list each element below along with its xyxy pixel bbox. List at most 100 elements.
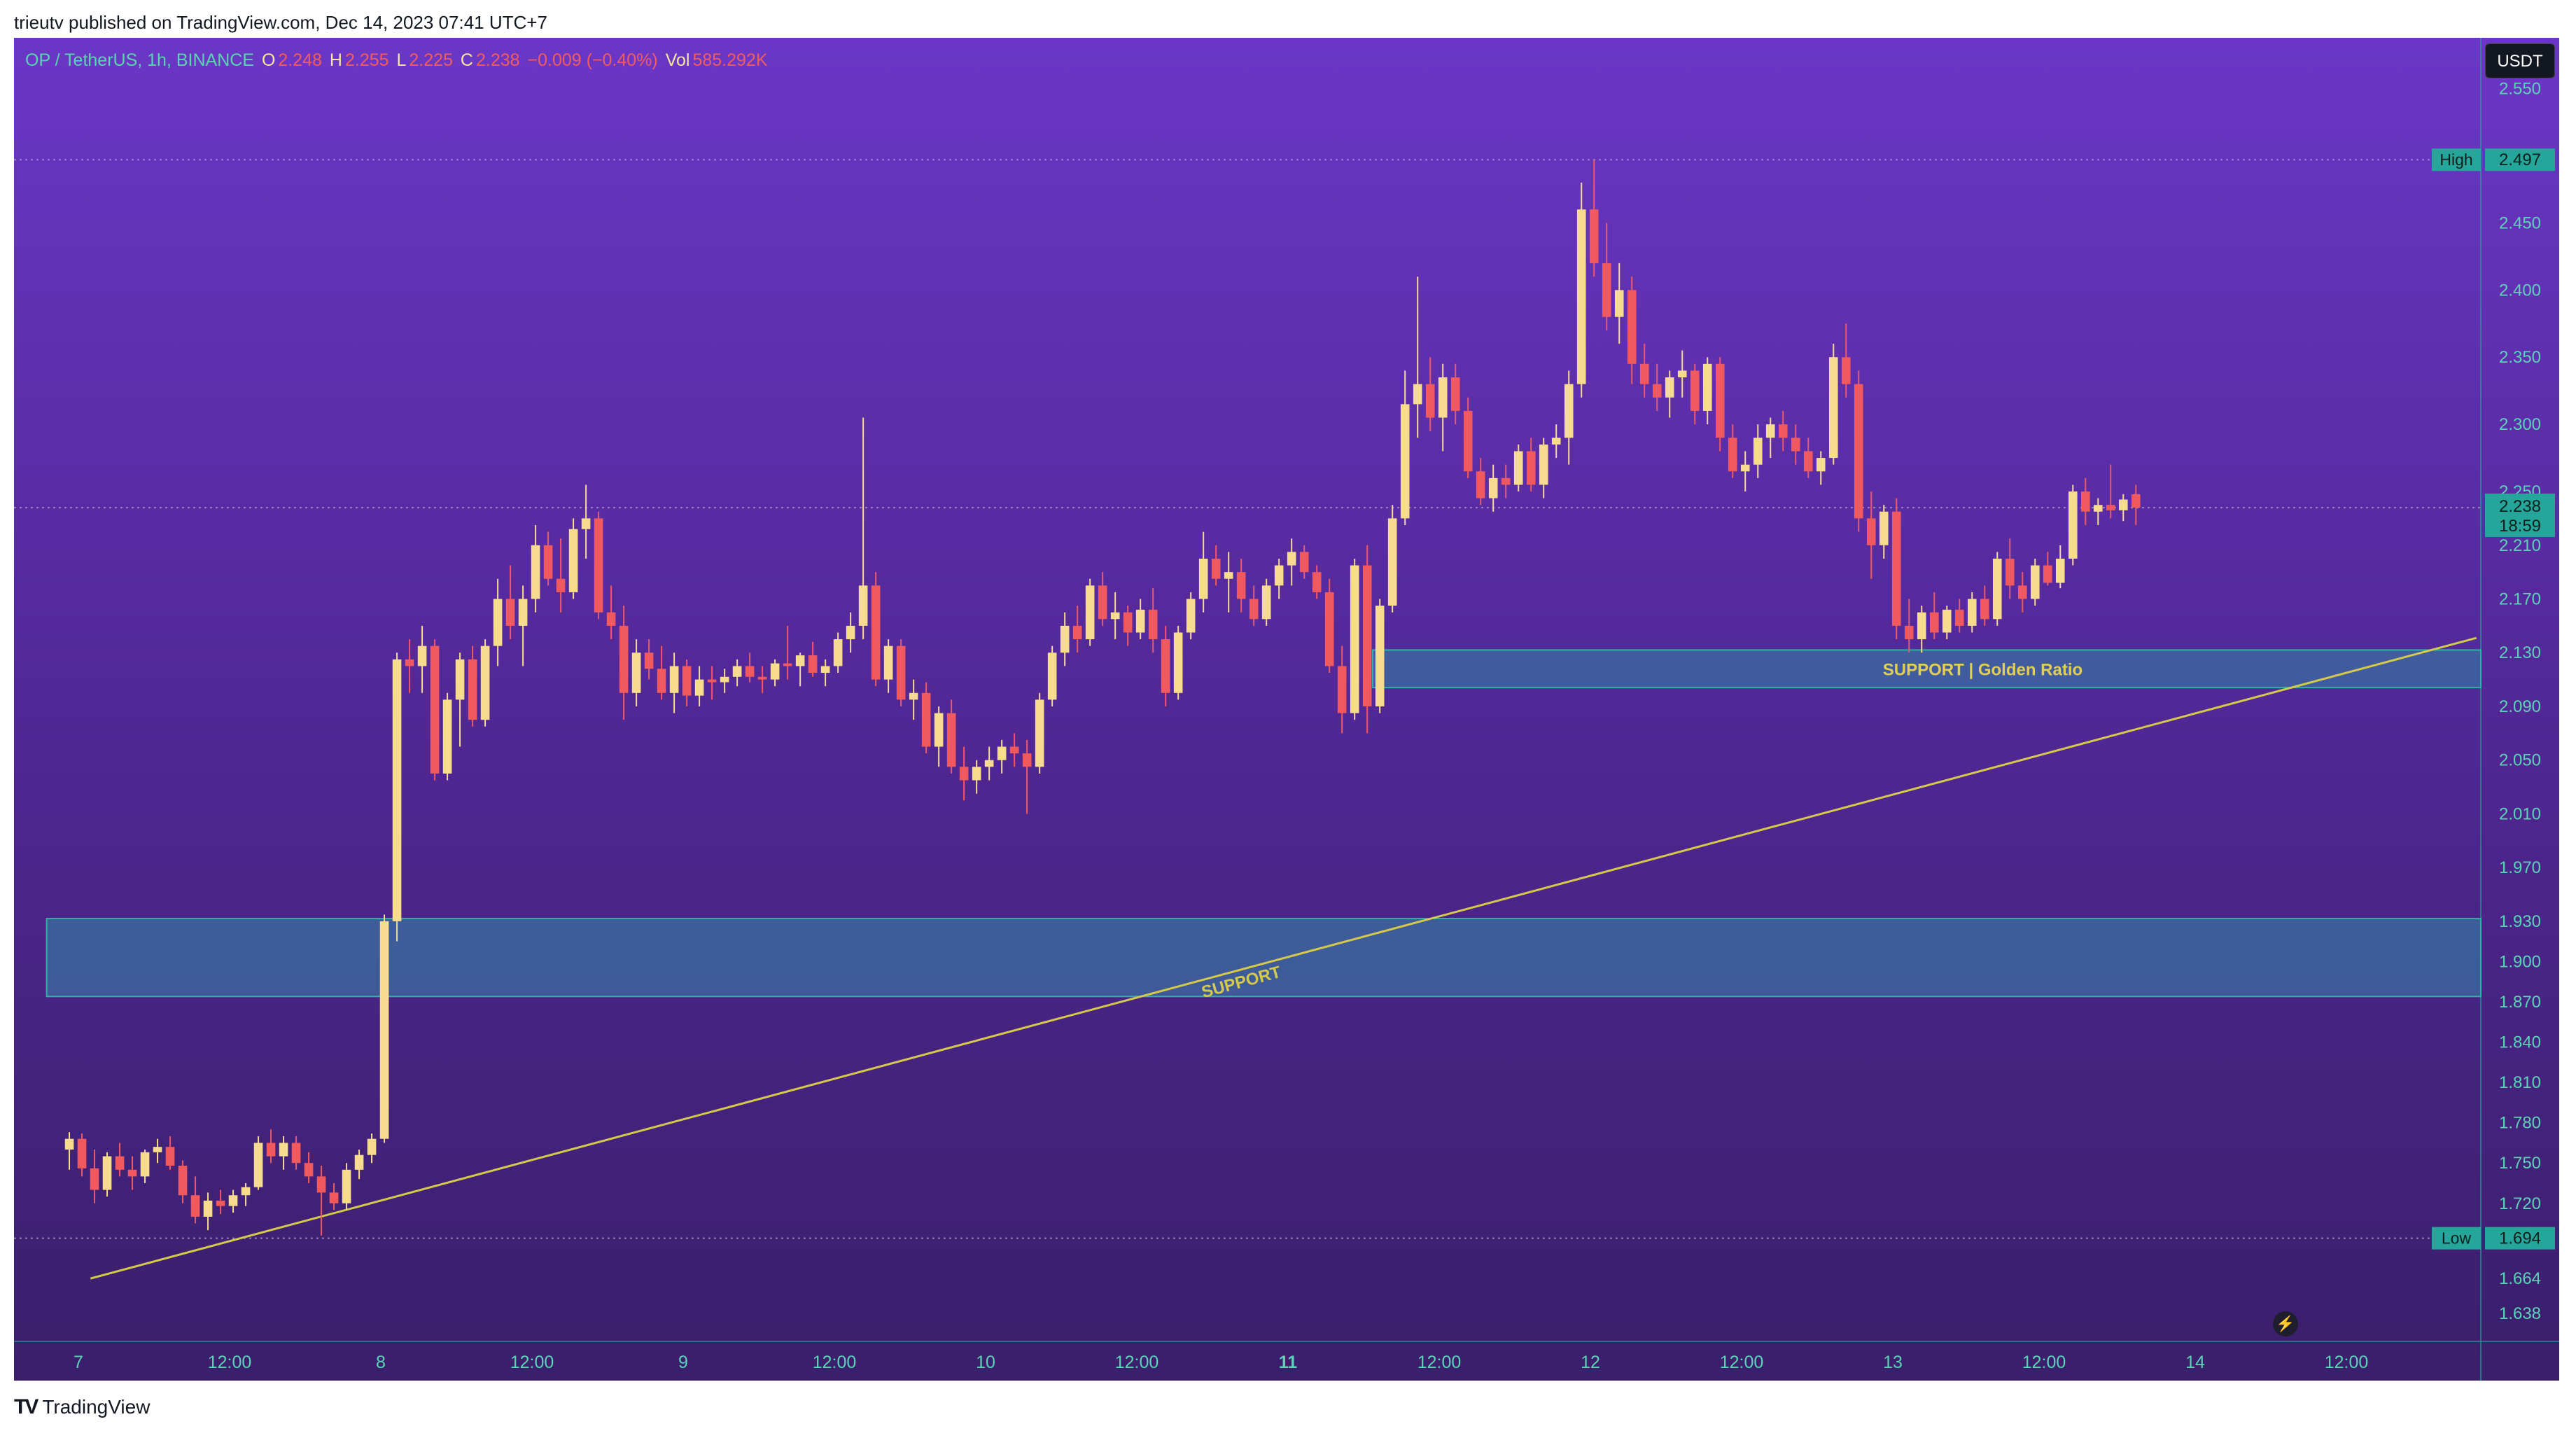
candle: [2017, 572, 2027, 613]
candle-body: [594, 518, 603, 613]
candlestick-chart[interactable]: SUPPORT | Golden Ratio SUPPORT 2.5502.50…: [14, 38, 2559, 1381]
candle: [304, 1152, 314, 1183]
candle: [203, 1192, 213, 1231]
candle-body: [1677, 370, 1687, 377]
candle: [1980, 585, 1989, 626]
candle-body: [720, 676, 729, 683]
candle-body: [2093, 505, 2103, 512]
candle-body: [997, 746, 1007, 760]
candle: [1488, 464, 1498, 512]
price-tick-label: 2.090: [2499, 697, 2541, 716]
candle: [1539, 438, 1548, 498]
candle: [1236, 558, 1246, 613]
candle-body: [657, 669, 666, 693]
time-tick-label: 11: [1279, 1353, 1298, 1372]
candle-body: [1438, 377, 1448, 418]
candle-body: [1375, 606, 1385, 706]
candle-body: [1614, 290, 1624, 317]
candle-body: [1324, 592, 1334, 666]
candle-body: [1299, 552, 1309, 573]
candle-body: [2030, 565, 2040, 599]
candle-body: [1967, 599, 1977, 626]
candle-body: [417, 645, 427, 666]
candle: [1476, 458, 1485, 505]
close-value: 2.238: [475, 50, 520, 70]
candle: [820, 659, 830, 687]
candle-body: [946, 713, 956, 767]
price-tick-label: 1.930: [2499, 912, 2541, 931]
candle-body: [606, 612, 616, 626]
chart-area[interactable]: SUPPORT | Golden Ratio SUPPORT 2.5502.50…: [14, 38, 2559, 1381]
symbol-label[interactable]: OP / TetherUS, 1h, BINANCE: [25, 50, 254, 70]
high-value: 2.255: [344, 50, 389, 70]
candle: [1791, 424, 1800, 465]
candle-body: [1413, 384, 1422, 405]
candle-body: [1728, 438, 1737, 472]
price-tick-label: 1.840: [2499, 1033, 2541, 1052]
price-tick-label: 2.550: [2499, 80, 2541, 99]
candle-body: [1753, 438, 1763, 465]
price-tick-label: 1.720: [2499, 1194, 2541, 1213]
high-marker-label: High: [2440, 151, 2472, 169]
candle: [2106, 464, 2115, 519]
candle-body: [442, 699, 452, 774]
candle-body: [1312, 572, 1322, 592]
candle: [480, 639, 490, 727]
candle-body: [883, 645, 893, 680]
candle: [1022, 739, 1032, 814]
candle: [291, 1136, 301, 1170]
open-label: O: [261, 50, 276, 70]
time-tick-label: 12:00: [510, 1353, 554, 1372]
candle: [379, 914, 389, 1143]
candle: [543, 531, 553, 586]
candle-body: [1992, 558, 2002, 620]
low-price-badge-text: 1.694: [2499, 1229, 2541, 1248]
candle: [997, 739, 1007, 774]
candle-body: [1198, 558, 1208, 599]
candle: [808, 641, 818, 677]
candle: [1665, 370, 1674, 418]
candle-body: [1904, 625, 1914, 640]
candle-body: [228, 1195, 238, 1206]
candle-body: [1362, 565, 1372, 706]
candle: [1942, 606, 1952, 640]
candle-body: [783, 663, 792, 666]
candle: [115, 1143, 125, 1177]
candle: [2005, 538, 2015, 599]
candle: [1098, 572, 1107, 626]
tradingview-logo[interactable]: TV TradingView: [14, 1393, 150, 1421]
candle-body: [581, 518, 591, 529]
candle: [2043, 552, 2052, 586]
candle: [190, 1176, 200, 1224]
candle: [367, 1133, 377, 1164]
candle-body: [1551, 438, 1561, 445]
price-tick-label: 1.664: [2499, 1269, 2541, 1288]
price-tick-label: 2.050: [2499, 751, 2541, 770]
currency-button[interactable]: USDT: [2485, 43, 2555, 78]
candle: [1161, 625, 1170, 706]
candle: [1425, 357, 1435, 431]
candle-body: [354, 1154, 364, 1170]
candle-body: [1035, 699, 1044, 767]
candle-body: [291, 1143, 301, 1164]
lightning-icon[interactable]: ⚡: [2273, 1311, 2298, 1336]
trendline: [90, 636, 2477, 1280]
candle: [1602, 223, 1611, 330]
candle: [871, 572, 881, 687]
candle: [1803, 438, 1813, 478]
candle: [1954, 599, 1964, 633]
zone-label: SUPPORT | Golden Ratio: [1883, 660, 2082, 679]
candle-body: [984, 760, 994, 767]
candle-body: [2005, 558, 2015, 586]
candle-body: [1463, 410, 1473, 472]
candle: [1135, 599, 1145, 640]
candle: [493, 578, 503, 666]
candle-body: [1576, 209, 1586, 384]
candle-body: [1186, 599, 1196, 633]
candle-body: [342, 1169, 351, 1203]
candle: [329, 1182, 339, 1210]
candle: [846, 612, 855, 653]
candle: [1866, 491, 1876, 579]
candle: [631, 639, 641, 706]
candle: [228, 1189, 238, 1213]
